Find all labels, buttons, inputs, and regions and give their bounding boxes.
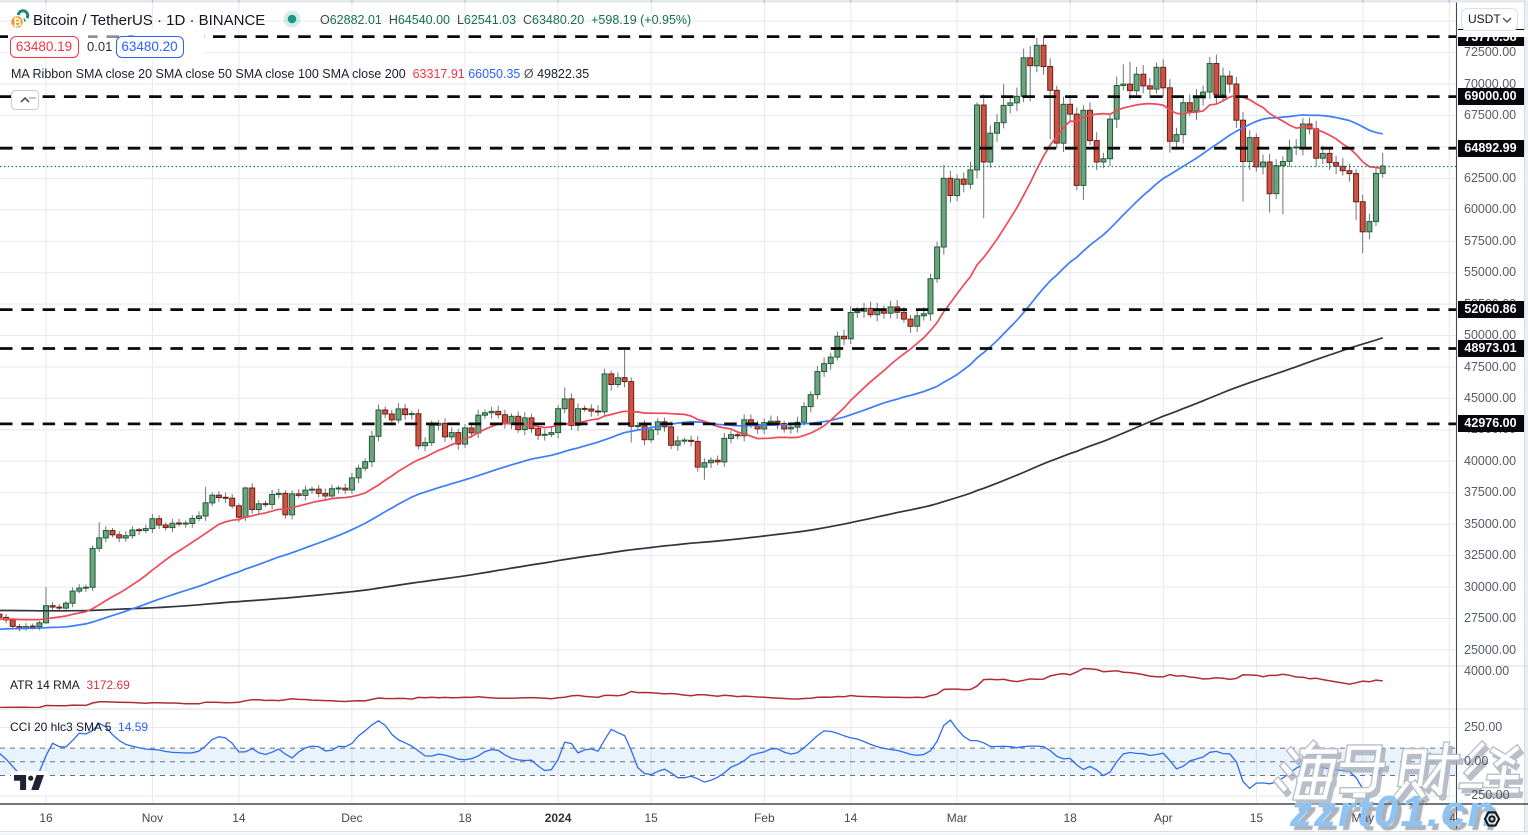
svg-text:₿: ₿ [13,17,22,29]
